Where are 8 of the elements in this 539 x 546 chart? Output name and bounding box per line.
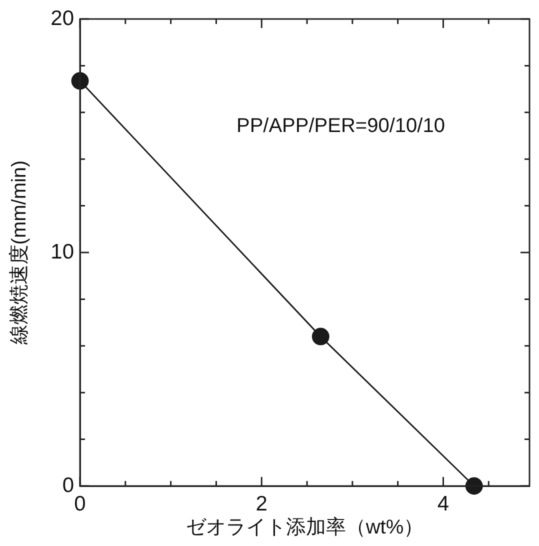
- annotation: PP/APP/PER=90/10/10: [236, 114, 445, 137]
- x-axis-title: ゼオライト添加率（wt%）: [186, 516, 424, 539]
- x-tick-label: 4: [437, 492, 450, 516]
- y-axis-title: 線燃焼速度(mm/min): [8, 160, 31, 346]
- y-tick-label: 0: [62, 474, 74, 497]
- y-tick-label: 20: [50, 6, 74, 30]
- y-tick-label: 10: [50, 240, 74, 264]
- x-tick-label: 2: [256, 492, 268, 516]
